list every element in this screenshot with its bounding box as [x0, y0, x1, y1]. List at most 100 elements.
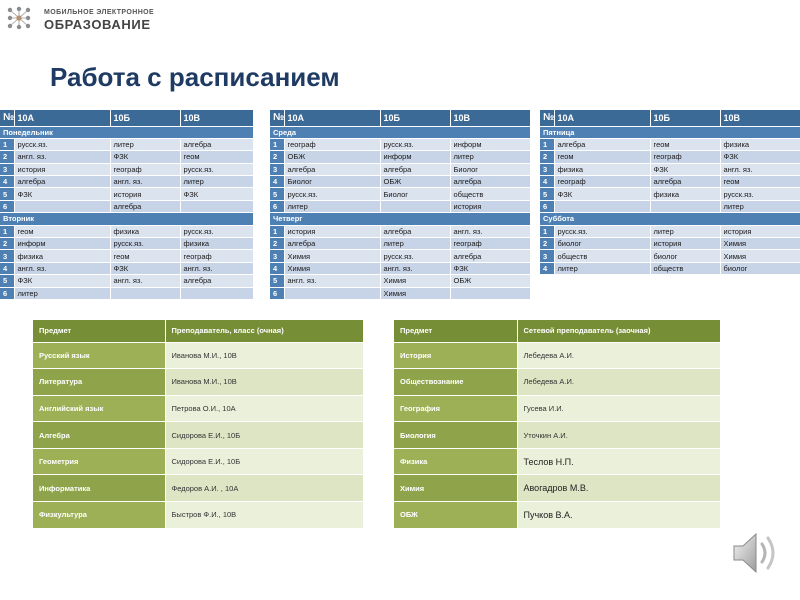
- lesson-cell: алгебра: [284, 237, 381, 251]
- lesson-row: 3 обществ биолог Химия: [540, 249, 800, 263]
- lesson-cell: Химия: [380, 274, 451, 288]
- teacher-header-row: Предмет Сетевой преподаватель (заочная): [394, 320, 721, 343]
- lesson-cell: геом: [180, 150, 254, 164]
- lesson-cell: [180, 287, 254, 300]
- schedule-header-row: № 10А 10Б 10В: [270, 110, 531, 127]
- lesson-number: 4: [270, 175, 285, 189]
- lesson-row: 5 ФЗК физика русск.яз.: [540, 187, 800, 201]
- lesson-row: 3 физика ФЗК англ. яз.: [540, 163, 800, 177]
- lesson-cell: история: [284, 225, 381, 239]
- lesson-cell: географ: [554, 175, 651, 189]
- lesson-cell: алгебра: [554, 138, 651, 152]
- schedule-table-fri-sat: № 10А 10Б 10В Пятница 1 алгебра геом физика 2 геом…: [540, 110, 800, 276]
- lesson-number: 6: [0, 287, 15, 300]
- day-name: Среда: [270, 126, 531, 139]
- lesson-row: 3 алгебра алгебра Биолог: [270, 163, 531, 177]
- lesson-cell: алгебра: [380, 163, 451, 177]
- lesson-cell: алгебра: [110, 200, 181, 214]
- lesson-cell: [14, 200, 111, 214]
- lesson-cell: алгебра: [450, 175, 531, 189]
- lesson-cell: литер: [110, 138, 181, 152]
- lesson-cell: алгебра: [284, 163, 381, 177]
- subject-name: География: [394, 395, 518, 423]
- lesson-cell: алгебра: [450, 249, 531, 263]
- lesson-cell: алгебра: [650, 175, 721, 189]
- lesson-cell: история: [450, 200, 531, 214]
- lesson-number: 3: [540, 163, 555, 177]
- lesson-number: 5: [270, 274, 285, 288]
- subject-name: Литература: [33, 368, 166, 396]
- lesson-cell: история: [110, 187, 181, 201]
- lesson-row: 1 история алгебра англ. яз.: [270, 225, 531, 239]
- lesson-cell: геом: [110, 249, 181, 263]
- lesson-cell: русск.яз.: [380, 138, 451, 152]
- lesson-cell: литер: [450, 150, 531, 164]
- column-header-teacher: Преподаватель, класс (очная): [165, 320, 364, 343]
- column-header-class: 10А: [14, 110, 111, 127]
- subject-name: Информатика: [33, 474, 166, 503]
- lesson-number: 2: [540, 150, 555, 164]
- lesson-cell: ОБЖ: [450, 274, 531, 288]
- lesson-cell: обществ: [650, 262, 721, 276]
- teacher-row: Физкультура Быстров Ф.И., 10В: [33, 501, 364, 529]
- day-header-row: Среда: [270, 126, 531, 139]
- column-header-class: 10Б: [380, 110, 451, 127]
- lesson-row: 1 алгебра геом физика: [540, 138, 800, 152]
- lesson-number: 2: [0, 237, 15, 251]
- lesson-row: 2 ОБЖ информ литер: [270, 150, 531, 164]
- teacher-row: ОБЖ Пучков В.А.: [394, 501, 721, 529]
- lesson-cell: алгебра: [180, 274, 254, 288]
- lesson-row: 1 русск.яз. литер история: [540, 225, 800, 239]
- lesson-cell: русск.яз.: [284, 187, 381, 201]
- lesson-cell: [450, 287, 531, 300]
- lesson-number: 1: [0, 138, 15, 152]
- lesson-number: 5: [540, 187, 555, 201]
- lesson-number: 5: [270, 187, 285, 201]
- brand-logo: МОБИЛЬНОЕ ЭЛЕКТРОННОЕ ОБРАЗОВАНИЕ: [6, 6, 166, 32]
- lesson-cell: литер: [284, 200, 381, 214]
- teacher-name: Авогадров М.В.: [517, 474, 721, 503]
- remote-teachers-table: Предмет Сетевой преподаватель (заочная) Ис…: [394, 320, 721, 529]
- speaker-icon[interactable]: [730, 528, 784, 578]
- lesson-row: 2 биолог история Химия: [540, 237, 800, 251]
- lesson-row: 1 геом физика русск.яз.: [0, 225, 254, 239]
- lesson-row: 1 русск.яз. литер алгебра: [0, 138, 254, 152]
- teacher-name: Лебедева А.И.: [517, 342, 721, 370]
- lesson-cell: информ: [450, 138, 531, 152]
- lesson-number: 1: [270, 138, 285, 152]
- lesson-number: 2: [540, 237, 555, 251]
- lesson-cell: геом: [554, 150, 651, 164]
- lesson-number: 2: [0, 150, 15, 164]
- teacher-name: Федоров А.И. , 10А: [165, 474, 364, 503]
- teacher-row: История Лебедева А.И.: [394, 342, 721, 370]
- lesson-number: 3: [270, 249, 285, 263]
- lesson-number: 1: [540, 138, 555, 152]
- schedule-table-mon-tue: № 10А 10Б 10В Понедельник 1 русск.яз. литер алге…: [0, 110, 254, 300]
- lesson-cell: геом: [720, 175, 800, 189]
- teacher-row: Биология Уточкин А.И.: [394, 421, 721, 449]
- subject-name: Русский язык: [33, 342, 166, 370]
- lesson-number: 3: [540, 249, 555, 263]
- lesson-cell: географ: [450, 237, 531, 251]
- teacher-row: Физика Теслов Н.П.: [394, 448, 721, 476]
- lesson-number: 2: [270, 237, 285, 251]
- lesson-cell: ФЗК: [650, 163, 721, 177]
- lesson-cell: физика: [720, 138, 800, 152]
- column-header-class: 10А: [554, 110, 651, 127]
- lesson-cell: Биолог: [284, 175, 381, 189]
- day-header-row: Пятница: [540, 126, 800, 139]
- column-header-class: 10В: [180, 110, 254, 127]
- lesson-cell: литер: [720, 200, 800, 214]
- teacher-name: Иванова М.И., 10В: [165, 368, 364, 396]
- column-header-subject: Предмет: [394, 320, 518, 343]
- lesson-cell: биолог: [650, 249, 721, 263]
- lesson-number: 4: [540, 262, 555, 276]
- subject-name: Геометрия: [33, 448, 166, 476]
- day-name: Пятница: [540, 126, 800, 139]
- lesson-row: 2 геом географ ФЗК: [540, 150, 800, 164]
- lesson-cell: ФЗК: [554, 187, 651, 201]
- lesson-cell: литер: [554, 262, 651, 276]
- day-header-row: Вторник: [0, 212, 254, 226]
- lesson-row: 6 литер: [0, 287, 254, 300]
- lesson-cell: физика: [14, 249, 111, 263]
